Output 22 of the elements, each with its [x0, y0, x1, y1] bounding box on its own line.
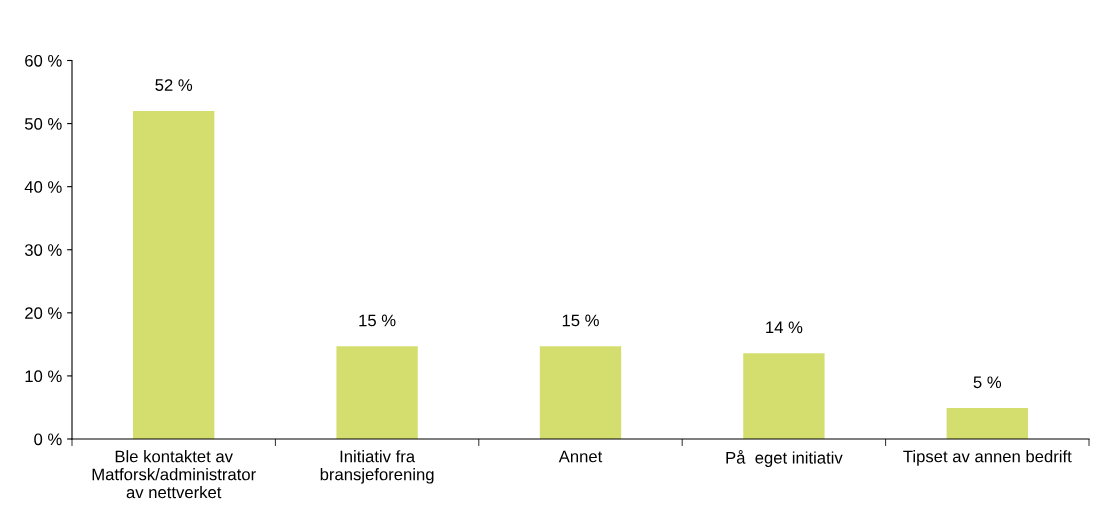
bar	[539, 346, 622, 439]
data-label: 15 %	[562, 314, 599, 327]
data-label: 52 %	[155, 79, 193, 91]
x-tick-label: Tipset av annen bedrift	[903, 450, 1072, 466]
y-tick-label: 0 %	[34, 433, 62, 446]
data-label: 5 %	[973, 376, 1002, 389]
bar	[946, 408, 1028, 439]
y-tick-label: 30 %	[24, 244, 62, 256]
x-tick-label: På eget initiativ	[726, 450, 843, 467]
y-tick-label: 50 %	[24, 117, 62, 130]
bar	[336, 346, 418, 439]
bar	[743, 353, 825, 439]
x-tick-label: Initiativ fra bransjeforening	[320, 450, 434, 484]
y-tick-label: 20 %	[25, 307, 62, 320]
y-tick-label: 40 %	[24, 181, 62, 193]
data-label: 14 %	[766, 321, 803, 334]
bar	[133, 110, 215, 439]
data-label: 15 %	[359, 314, 396, 327]
x-tick-label: Ble kontaktet av Matforsk/administrator av nettverket	[92, 450, 256, 499]
x-tick-label: Annet	[558, 450, 603, 463]
y-tick-label: 60 %	[25, 54, 62, 67]
y-tick-label: 10 %	[25, 370, 62, 383]
